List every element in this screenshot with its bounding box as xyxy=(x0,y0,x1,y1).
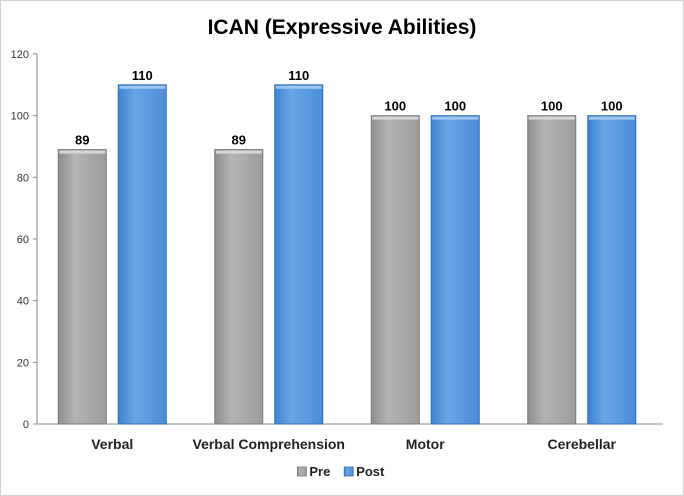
bar-top-highlight xyxy=(372,116,419,120)
y-tick-label: 100 xyxy=(11,111,29,123)
bar-top-highlight xyxy=(588,116,635,120)
bar-top-highlight xyxy=(528,116,575,120)
legend-label-post: Post xyxy=(356,464,385,479)
data-label: 110 xyxy=(288,68,309,83)
legend-swatch-post xyxy=(343,466,354,477)
bar-top-highlight xyxy=(215,150,262,154)
data-label: 100 xyxy=(384,99,406,114)
legend-swatch-pre xyxy=(296,466,307,477)
x-category-label: Verbal xyxy=(91,436,133,452)
bar-pre-motor xyxy=(370,115,420,425)
y-tick-label: 40 xyxy=(17,296,29,308)
x-category-label: Verbal Comprehension xyxy=(193,436,345,452)
y-tick-label: 60 xyxy=(17,234,29,246)
data-label: 89 xyxy=(232,133,246,148)
bar-pre-cerebellar xyxy=(527,115,577,425)
chart-title: ICAN (Expressive Abilities) xyxy=(208,16,477,39)
bar-top-highlight xyxy=(59,150,106,154)
bar-post-cerebellar xyxy=(587,115,637,425)
bar-pre-verbal-comprehension xyxy=(214,149,264,425)
data-label: 100 xyxy=(444,99,466,114)
y-tick-label: 80 xyxy=(17,172,29,184)
legend-label-pre: Pre xyxy=(309,464,330,479)
data-label: 89 xyxy=(75,133,89,148)
bar-post-verbal xyxy=(117,84,167,425)
y-tick-label: 20 xyxy=(17,357,29,369)
data-label: 100 xyxy=(601,99,623,114)
y-tick-label: 120 xyxy=(11,49,29,61)
data-label: 110 xyxy=(132,68,153,83)
bar-top-highlight xyxy=(432,116,479,120)
bar-post-motor xyxy=(430,115,480,425)
x-category-label: Cerebellar xyxy=(548,436,617,452)
bar-top-highlight xyxy=(119,85,166,89)
bar-pre-verbal xyxy=(57,149,107,425)
y-tick-label: 0 xyxy=(23,419,29,431)
data-label: 100 xyxy=(541,99,563,114)
bar-top-highlight xyxy=(275,85,322,89)
x-category-label: Motor xyxy=(406,436,445,452)
bar-post-verbal-comprehension xyxy=(274,84,324,425)
